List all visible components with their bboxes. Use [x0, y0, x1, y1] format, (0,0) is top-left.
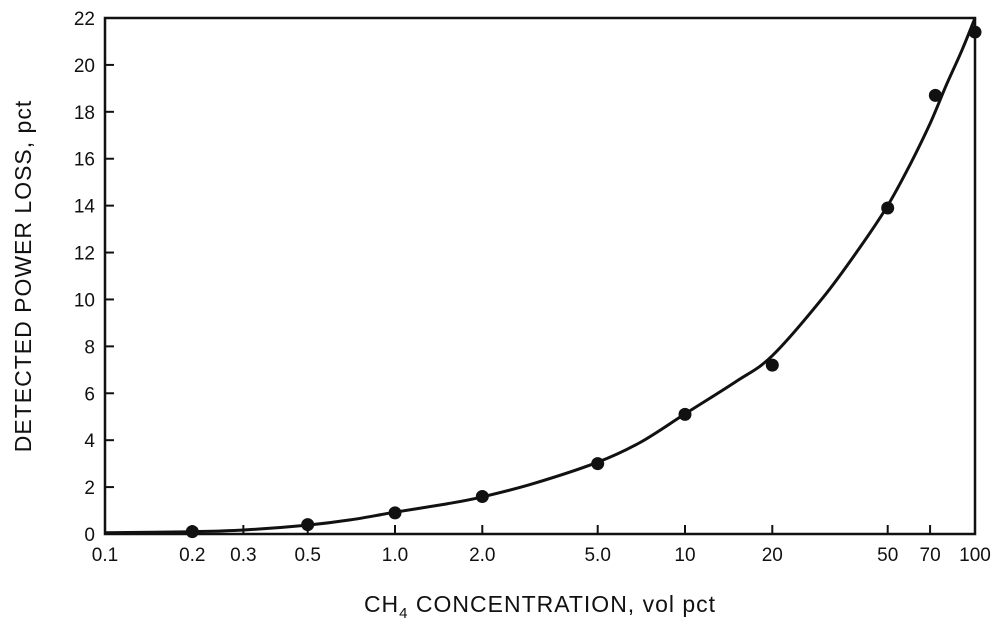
data-point [928, 88, 942, 102]
x-axis-title-main: CH [364, 591, 399, 617]
data-point [301, 518, 315, 532]
x-tick-label: 70 [920, 545, 941, 566]
y-tick-label: 2 [84, 478, 95, 499]
x-tick-label: 2.0 [469, 545, 495, 566]
y-tick-label: 16 [74, 150, 95, 171]
x-tick-label: 20 [762, 545, 783, 566]
y-tick-label: 18 [74, 103, 95, 124]
y-tick-label: 14 [74, 197, 96, 218]
data-point [185, 525, 199, 539]
y-tick-label: 12 [74, 244, 95, 265]
x-tick-label: 50 [877, 545, 898, 566]
x-tick-label: 1.0 [382, 545, 408, 566]
y-tick-label: 0 [84, 525, 95, 546]
x-tick-label: 0.1 [92, 545, 118, 566]
y-tick-label: 20 [74, 56, 95, 77]
y-tick-label: 8 [84, 337, 95, 358]
x-tick-label: 0.3 [230, 545, 256, 566]
data-point [968, 25, 982, 39]
data-point [678, 407, 692, 421]
plot-frame [103, 16, 977, 536]
x-tick-label: 0.5 [294, 545, 320, 566]
y-tick-label: 6 [84, 384, 95, 405]
data-point [475, 489, 489, 503]
fit-curve-line [104, 17, 977, 535]
x-axis-title: CH4 CONCENTRATION, vol pct [364, 591, 716, 619]
x-tick-label: 100 [959, 545, 991, 566]
data-point [765, 358, 779, 372]
data-point [591, 457, 605, 471]
x-axis-ticks: 0.1 0.2 0.3 0.5 1.0 2.0 5.0 10 20 50 70 100 [92, 525, 991, 566]
x-axis-title-subscript: 4 [399, 605, 408, 619]
data-points-layer [185, 25, 982, 539]
data-point [881, 201, 895, 215]
data-point [388, 506, 402, 520]
x-tick-label: 5.0 [584, 545, 610, 566]
x-tick-label: 10 [674, 545, 695, 566]
y-tick-label: 22 [74, 9, 95, 30]
y-tick-label: 10 [74, 290, 95, 311]
x-axis-title-rest: CONCENTRATION, vol pct [409, 591, 717, 617]
y-tick-label: 4 [84, 431, 95, 452]
fit-curve-layer [104, 17, 977, 535]
y-axis-title: DETECTED POWER LOSS, pct [10, 100, 36, 452]
x-tick-label: 0.2 [179, 545, 205, 566]
y-axis-ticks: 0 2 4 6 8 10 12 14 16 18 20 22 [74, 9, 114, 546]
